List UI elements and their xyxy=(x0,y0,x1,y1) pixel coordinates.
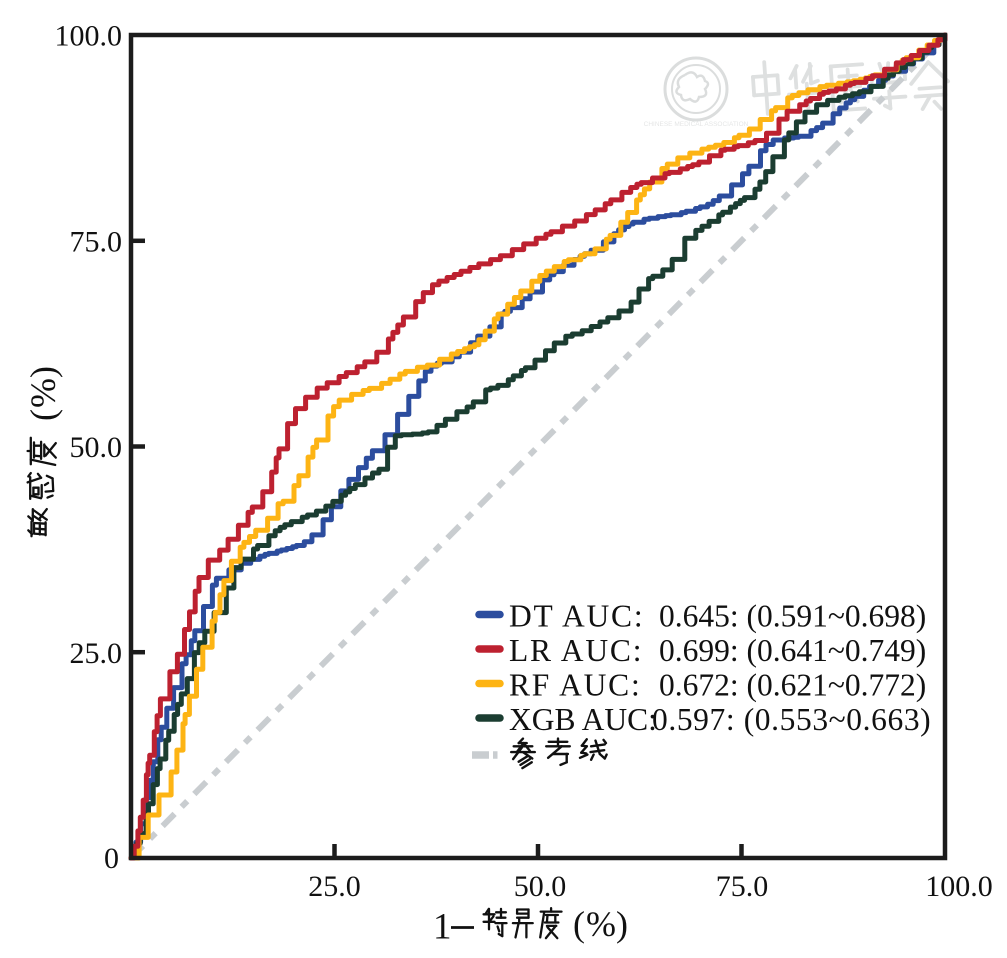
svg-text:100.0: 100.0 xyxy=(925,870,993,903)
svg-text:%: % xyxy=(586,904,616,944)
svg-text:25.0: 25.0 xyxy=(70,637,123,670)
svg-text:): ) xyxy=(23,366,63,378)
svg-text:0.672: (0.621~0.772): 0.672: (0.621~0.772) xyxy=(659,668,926,703)
svg-text:): ) xyxy=(616,904,628,944)
svg-text:LR AUC:: LR AUC: xyxy=(509,633,643,668)
svg-text:(: ( xyxy=(23,409,63,421)
svg-text:50.0: 50.0 xyxy=(514,870,567,903)
svg-text:75.0: 75.0 xyxy=(70,225,123,258)
svg-text:%: % xyxy=(23,378,63,408)
svg-text:75.0: 75.0 xyxy=(716,870,769,903)
svg-text:CHINESE MEDICAL ASSOCIATION: CHINESE MEDICAL ASSOCIATION xyxy=(644,121,749,128)
svg-text:50.0: 50.0 xyxy=(70,431,123,464)
svg-text:(: ( xyxy=(573,904,585,944)
svg-text:25.0: 25.0 xyxy=(308,870,361,903)
svg-text:RF AUC:: RF AUC: xyxy=(509,668,642,703)
svg-text:0.699: (0.641~0.749): 0.699: (0.641~0.749) xyxy=(659,633,926,668)
svg-text:0.597: (0.553~0.663): 0.597: (0.553~0.663) xyxy=(652,702,931,737)
svg-text:100.0: 100.0 xyxy=(55,20,123,53)
svg-text:0.645: (0.591~0.698): 0.645: (0.591~0.698) xyxy=(659,599,926,634)
svg-text:XGB AUC:: XGB AUC: xyxy=(509,702,657,737)
svg-text:DT AUC:: DT AUC: xyxy=(509,599,644,634)
svg-text:1: 1 xyxy=(433,907,452,948)
svg-text:0: 0 xyxy=(104,842,119,875)
